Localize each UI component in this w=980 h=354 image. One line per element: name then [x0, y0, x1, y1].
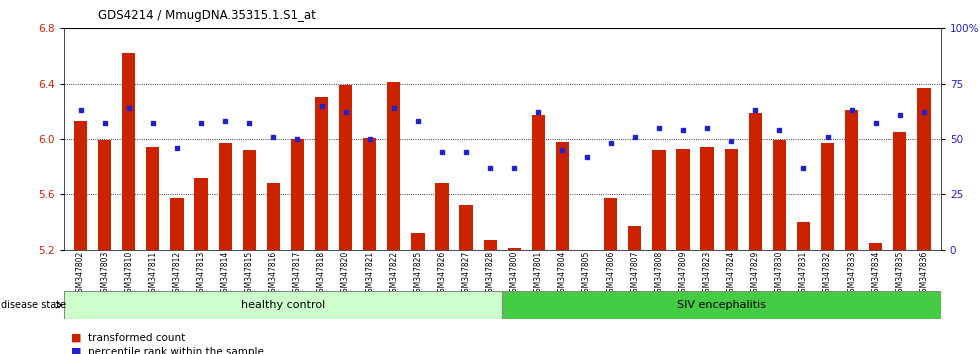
- Bar: [502, 291, 941, 319]
- Bar: [893, 132, 907, 250]
- Text: healthy control: healthy control: [241, 300, 325, 310]
- Bar: [243, 150, 256, 250]
- Bar: [171, 198, 183, 250]
- Text: SIV encephalitis: SIV encephalitis: [677, 300, 766, 310]
- Bar: [701, 147, 713, 250]
- Bar: [194, 178, 208, 250]
- Bar: [64, 291, 502, 319]
- Bar: [146, 147, 160, 250]
- Text: transformed count: transformed count: [88, 333, 185, 343]
- Bar: [315, 97, 328, 250]
- Bar: [291, 139, 304, 250]
- Bar: [676, 149, 690, 250]
- Bar: [435, 183, 449, 250]
- Bar: [797, 222, 810, 250]
- Bar: [122, 53, 135, 250]
- Text: GDS4214 / MmugDNA.35315.1.S1_at: GDS4214 / MmugDNA.35315.1.S1_at: [98, 9, 316, 22]
- Bar: [460, 205, 472, 250]
- Text: disease state: disease state: [1, 300, 66, 310]
- Bar: [821, 143, 834, 250]
- Bar: [772, 140, 786, 250]
- Bar: [219, 143, 232, 250]
- Bar: [412, 233, 424, 250]
- Bar: [339, 85, 352, 250]
- Bar: [364, 138, 376, 250]
- Bar: [749, 113, 761, 250]
- Bar: [74, 121, 87, 250]
- Bar: [604, 198, 617, 250]
- Bar: [580, 250, 593, 257]
- Bar: [628, 226, 641, 250]
- Bar: [869, 242, 882, 250]
- Text: ■: ■: [71, 347, 81, 354]
- Bar: [508, 248, 521, 250]
- Bar: [653, 150, 665, 250]
- Bar: [483, 240, 497, 250]
- Bar: [724, 149, 738, 250]
- Bar: [98, 140, 112, 250]
- Text: ■: ■: [71, 333, 81, 343]
- Bar: [387, 82, 401, 250]
- Bar: [917, 88, 931, 250]
- Bar: [267, 183, 280, 250]
- Bar: [845, 110, 858, 250]
- Bar: [532, 115, 545, 250]
- Text: percentile rank within the sample: percentile rank within the sample: [88, 347, 264, 354]
- Bar: [556, 142, 569, 250]
